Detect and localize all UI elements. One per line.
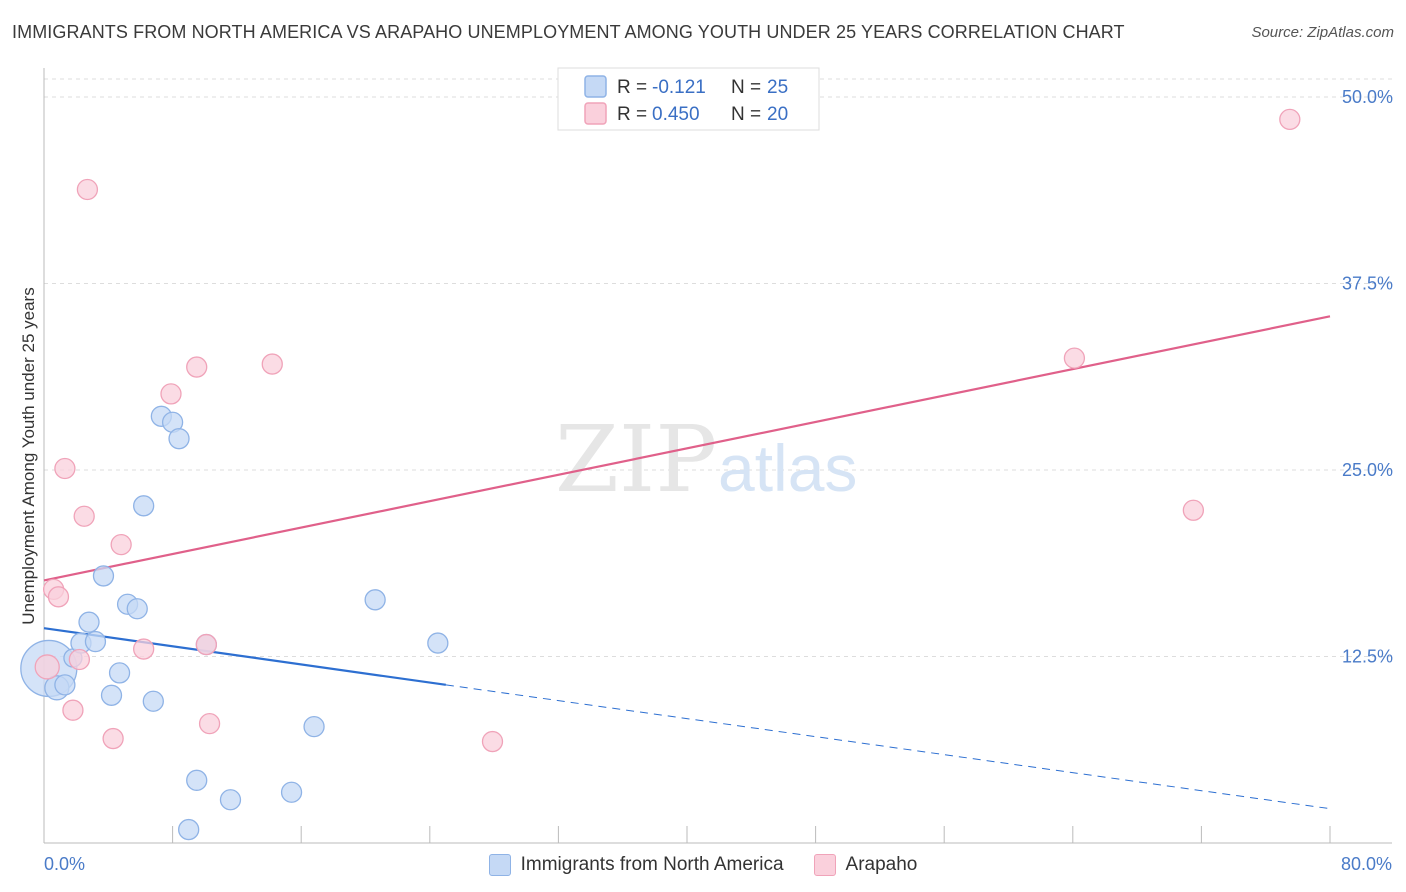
point-immigrants bbox=[84, 630, 107, 653]
point-immigrants bbox=[108, 662, 131, 684]
legend-r-label-blue: R = bbox=[617, 77, 647, 98]
point-immigrants bbox=[280, 781, 303, 803]
point-arapaho bbox=[160, 383, 182, 405]
x-tick-label: 80.0% bbox=[1341, 854, 1392, 874]
trend-line-immigrants-projection bbox=[445, 684, 1331, 810]
legend-swatch-pink bbox=[584, 102, 607, 125]
y-axis-label: Unemployment Among Youth under 25 years bbox=[19, 287, 38, 624]
point-immigrants bbox=[219, 789, 242, 811]
legend-item-immigrants[interactable]: Immigrants from North America bbox=[488, 854, 784, 876]
point-arapaho bbox=[186, 356, 208, 378]
point-arapaho bbox=[73, 505, 95, 527]
legend-r-label-pink: R = bbox=[617, 104, 647, 125]
tick-labels: 12.5% 25.0% 37.5% 50.0% 0.0% 80.0% bbox=[44, 87, 1393, 874]
legend-swatch-blue bbox=[584, 75, 607, 98]
legend-n-label-blue: N = bbox=[731, 77, 761, 98]
point-immigrants bbox=[100, 684, 123, 706]
legend: R = -0.121 N = 25 R = 0.450 N = 20 bbox=[557, 67, 820, 131]
data-points bbox=[20, 108, 1301, 841]
watermark-atlas: atlas bbox=[718, 431, 857, 505]
point-arapaho bbox=[481, 730, 504, 753]
point-immigrants bbox=[427, 632, 449, 654]
y-tick-label: 37.5% bbox=[1342, 274, 1393, 294]
legend-n-value-blue: 25 bbox=[767, 77, 788, 98]
point-immigrants bbox=[54, 674, 76, 696]
point-arapaho bbox=[68, 648, 91, 671]
point-arapaho bbox=[1182, 499, 1205, 521]
axes bbox=[43, 68, 1392, 844]
legend-swatch-immigrants bbox=[488, 854, 511, 876]
point-immigrants bbox=[78, 611, 100, 633]
bottom-legend: Immigrants from North America Arapaho bbox=[0, 852, 1406, 878]
point-arapaho bbox=[1063, 347, 1086, 369]
legend-r-value-pink: 0.450 bbox=[652, 104, 700, 125]
x-tick-label: 0.0% bbox=[44, 854, 85, 874]
trend-line-immigrants bbox=[43, 627, 447, 686]
trend-lines bbox=[43, 315, 1331, 810]
legend-r-value-blue: -0.121 bbox=[652, 77, 706, 98]
point-arapaho bbox=[195, 633, 218, 656]
chart-title: IMMIGRANTS FROM NORTH AMERICA VS ARAPAHO… bbox=[12, 22, 1125, 42]
legend-swatch-arapaho bbox=[813, 854, 836, 876]
point-immigrants bbox=[186, 769, 208, 791]
point-immigrants bbox=[133, 495, 155, 517]
point-arapaho bbox=[1279, 108, 1301, 131]
point-arapaho bbox=[261, 353, 283, 375]
source-label: Source: ZipAtlas.com bbox=[1251, 24, 1394, 41]
point-immigrants bbox=[364, 589, 386, 611]
point-arapaho bbox=[133, 638, 155, 660]
point-arapaho bbox=[110, 533, 132, 556]
y-tick-label: 50.0% bbox=[1342, 87, 1393, 107]
legend-item-arapaho[interactable]: Arapaho bbox=[813, 854, 918, 876]
point-immigrants bbox=[303, 715, 325, 738]
gridlines bbox=[44, 78, 1392, 657]
legend-label-arapaho: Arapaho bbox=[845, 854, 918, 875]
point-arapaho bbox=[62, 699, 84, 721]
y-tick-label: 12.5% bbox=[1342, 647, 1393, 667]
point-immigrants bbox=[92, 565, 115, 587]
legend-label-immigrants: Immigrants from North America bbox=[520, 854, 784, 875]
point-arapaho bbox=[76, 178, 99, 201]
point-arapaho bbox=[47, 586, 70, 608]
point-arapaho bbox=[54, 457, 76, 480]
point-immigrants bbox=[142, 690, 164, 712]
point-immigrants bbox=[178, 818, 200, 841]
legend-n-value-pink: 20 bbox=[767, 104, 788, 125]
point-immigrants bbox=[168, 428, 190, 450]
point-arapaho bbox=[34, 654, 60, 680]
point-arapaho bbox=[198, 712, 221, 735]
trend-line-arapaho bbox=[43, 315, 1331, 582]
point-arapaho bbox=[102, 727, 124, 750]
legend-n-label-pink: N = bbox=[731, 104, 761, 125]
y-tick-label: 25.0% bbox=[1342, 460, 1393, 480]
point-immigrants bbox=[126, 598, 148, 620]
